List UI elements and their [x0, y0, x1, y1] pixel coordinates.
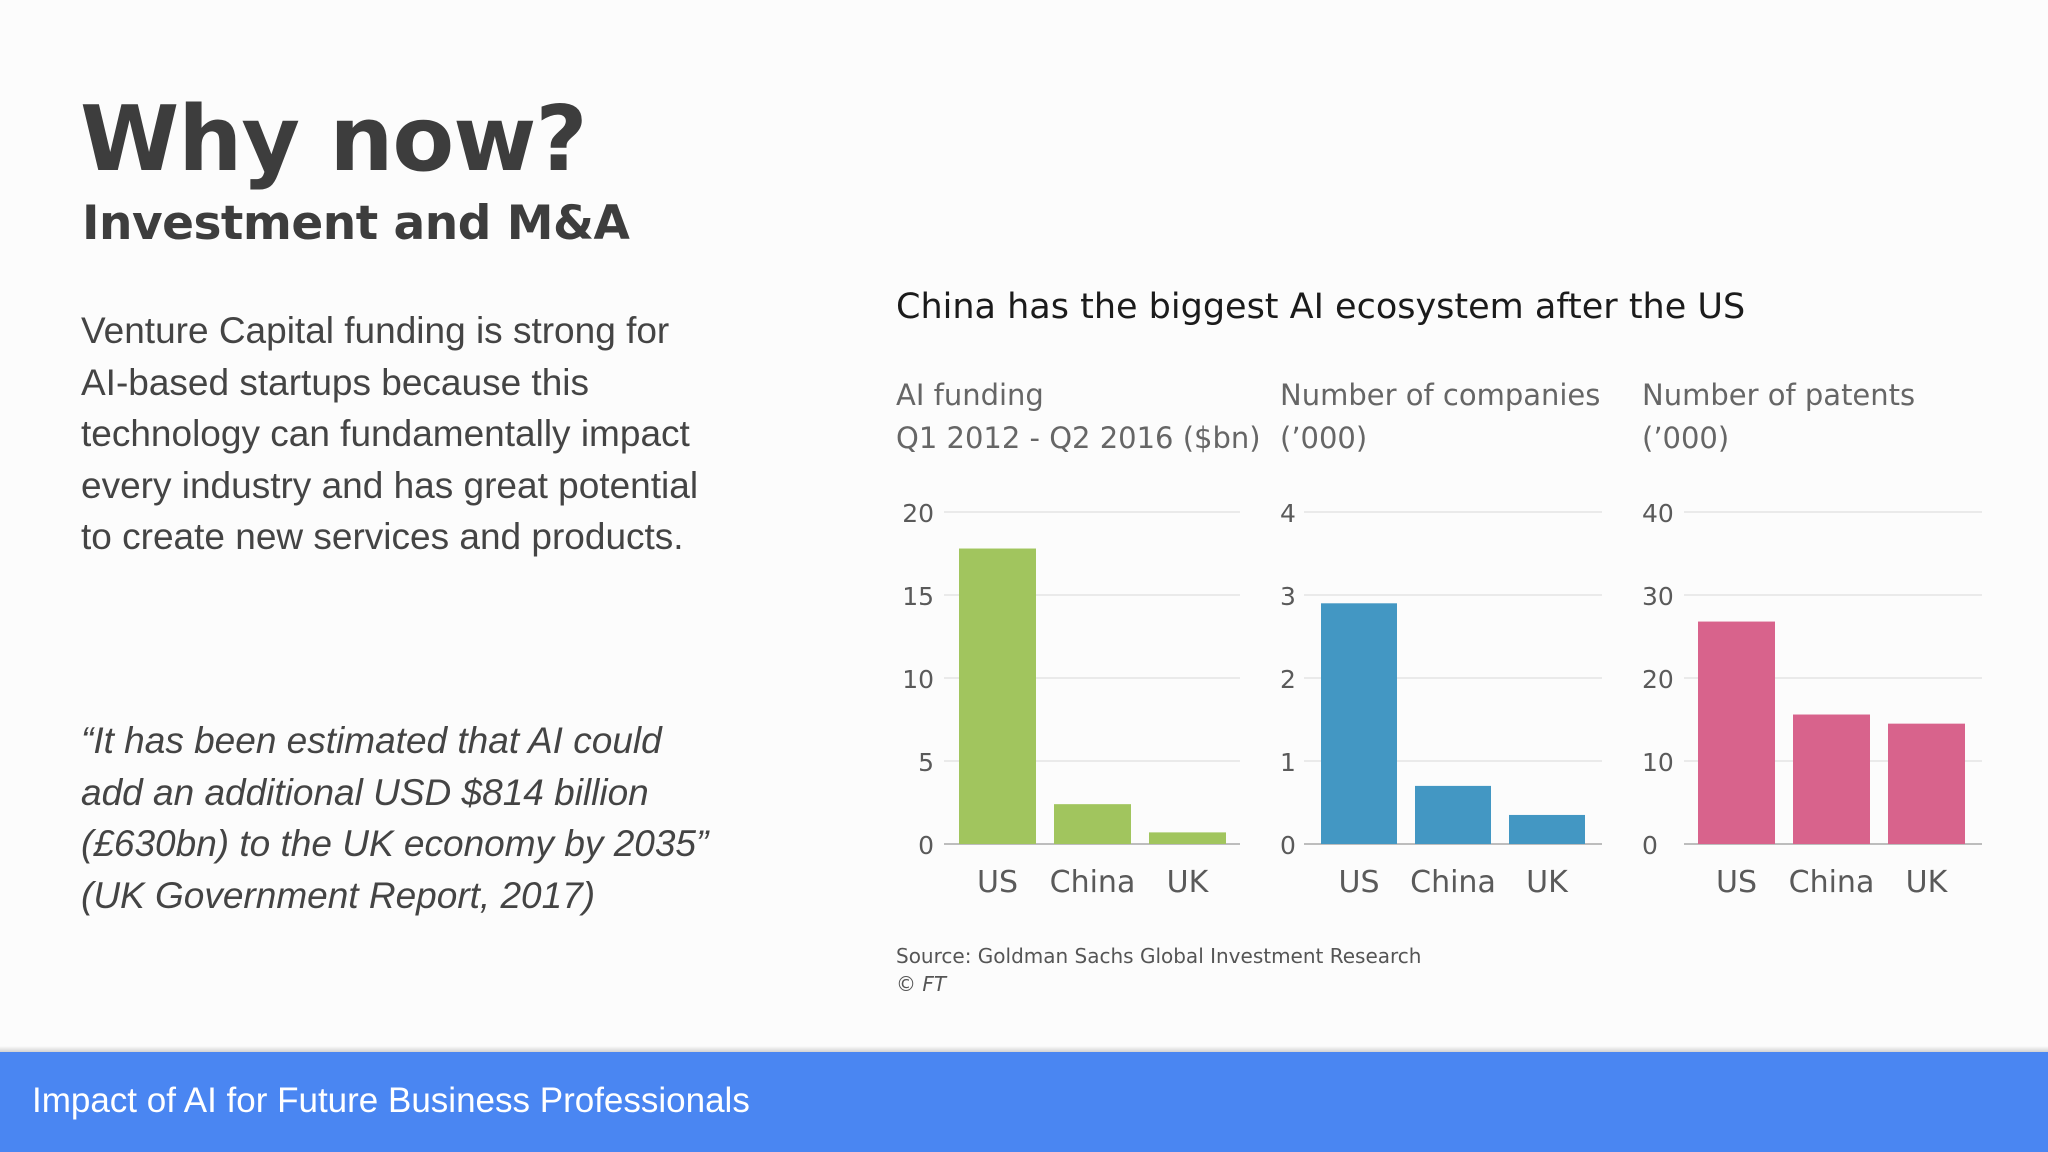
- companies-ytick-label: 3: [1280, 582, 1296, 611]
- chart-headline: China has the biggest AI ecosystem after…: [896, 287, 1746, 327]
- patents-ytick-label: 0: [1642, 831, 1658, 860]
- bar-charts: 0 5 10 15 20 US China UK 0 1 2 3 4 US China UK 0 10 20 30 40…: [902, 499, 1982, 900]
- patents-bar-uk: [1888, 723, 1965, 844]
- ai-funding-category-label: China: [1050, 865, 1136, 900]
- companies-category-label: UK: [1526, 865, 1569, 900]
- companies-bar-uk: [1509, 814, 1585, 844]
- source-text: Source: Goldman Sachs Global Investment …: [896, 944, 1422, 968]
- patents-bar-us: [1698, 621, 1775, 844]
- companies-category-label: China: [1410, 865, 1496, 900]
- patents-title-line-2: (’000): [1642, 421, 1730, 455]
- patents-panel-title: Number of patents (’000): [1642, 374, 1915, 460]
- ai-funding-ytick-label: 5: [918, 748, 934, 777]
- companies-ytick-label: 4: [1280, 499, 1296, 528]
- companies-ytick-label: 2: [1280, 665, 1296, 694]
- ai-funding-panel-title: AI funding Q1 2012 - Q2 2016 ($bn): [896, 374, 1261, 460]
- slide-title: Why now?: [80, 87, 588, 192]
- patents-bar-china: [1793, 714, 1870, 844]
- companies-ytick-label: 0: [1280, 831, 1296, 860]
- quote-paragraph: “It has been estimated that AI could add…: [81, 720, 709, 916]
- ai-funding-ytick-label: 0: [918, 831, 934, 860]
- slide-subtitle: Investment and M&A: [82, 196, 630, 251]
- companies-title-line-2: (’000): [1280, 421, 1368, 455]
- companies-panel-title: Number of companies (’000): [1280, 374, 1600, 460]
- patents-ytick-label: 10: [1642, 748, 1674, 777]
- ai-funding-ytick-label: 20: [902, 499, 934, 528]
- patents-ytick-label: 40: [1642, 499, 1674, 528]
- patents-ytick-label: 20: [1642, 665, 1674, 694]
- ai-funding-bar-us: [959, 548, 1036, 844]
- patents-ytick-label: 30: [1642, 582, 1674, 611]
- ai-funding-category-label: US: [977, 865, 1018, 900]
- footer-text: Impact of AI for Future Business Profess…: [32, 1081, 750, 1120]
- patents-category-label: US: [1716, 865, 1757, 900]
- patents-category-label: UK: [1906, 865, 1949, 900]
- ai-funding-bar-uk: [1149, 832, 1226, 844]
- companies-ytick-label: 1: [1280, 748, 1296, 777]
- ai-funding-category-label: UK: [1167, 865, 1210, 900]
- companies-title-line-1: Number of companies: [1280, 378, 1601, 412]
- chart-source: Source: Goldman Sachs Global Investment …: [896, 942, 1421, 998]
- footer-bar: Impact of AI for Future Business Profess…: [0, 1052, 2048, 1152]
- ai-funding-ytick-label: 15: [902, 582, 934, 611]
- footer-shadow: [0, 1046, 2048, 1054]
- ai-funding-title-line-2: Q1 2012 - Q2 2016 ($bn): [896, 421, 1261, 455]
- ai-funding-bar-china: [1054, 804, 1131, 844]
- patents-category-label: China: [1789, 865, 1875, 900]
- companies-bar-china: [1415, 785, 1491, 844]
- ai-funding-title-line-1: AI funding: [896, 378, 1044, 412]
- companies-category-label: US: [1338, 865, 1379, 900]
- body-paragraph: Venture Capital funding is strong for AI…: [81, 310, 699, 557]
- companies-bar-us: [1321, 603, 1397, 844]
- patents-title-line-1: Number of patents: [1642, 378, 1916, 412]
- ai-funding-ytick-label: 10: [902, 665, 934, 694]
- source-credit: © FT: [896, 972, 947, 996]
